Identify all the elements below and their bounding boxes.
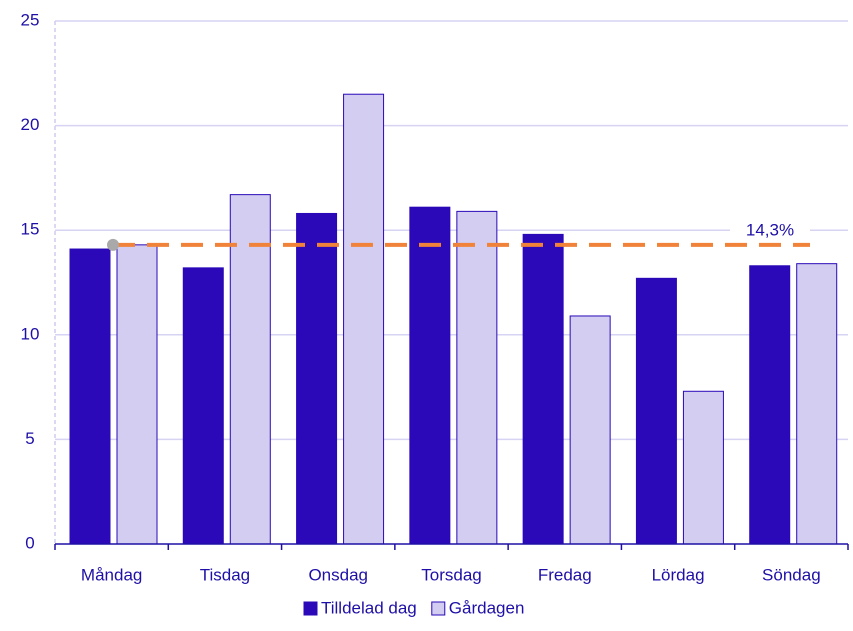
bar — [749, 265, 791, 545]
reference-marker — [107, 238, 119, 251]
legend-swatch — [303, 601, 318, 616]
bar — [682, 390, 724, 545]
reference-label-bg — [730, 220, 810, 241]
x-tick-label: Fredag — [538, 565, 592, 584]
x-tick-label: Söndag — [762, 565, 821, 584]
bar — [635, 277, 677, 545]
bar — [116, 244, 158, 545]
bar — [343, 93, 385, 545]
bar — [796, 263, 838, 545]
y-tick-label: 15 — [21, 220, 40, 239]
bar — [409, 206, 451, 545]
x-tick-label: Tisdag — [200, 565, 250, 584]
bar — [69, 248, 111, 545]
y-tick-label: 5 — [25, 429, 34, 448]
x-tick-label: Onsdag — [308, 565, 368, 584]
y-tick-label: 0 — [25, 533, 34, 552]
legend-label: Tilldelad dag — [321, 598, 417, 617]
bar — [229, 194, 271, 545]
x-tick-label: Lördag — [652, 565, 705, 584]
x-tick-label: Torsdag — [421, 565, 481, 584]
y-tick-label: 25 — [21, 10, 40, 29]
legend-swatch — [431, 601, 446, 616]
bar — [569, 315, 611, 545]
x-tick-label: Måndag — [81, 565, 142, 584]
bar — [522, 233, 564, 545]
reference-label: 14,3% — [746, 220, 794, 239]
bar — [182, 267, 224, 545]
y-tick-label: 10 — [21, 324, 40, 343]
legend-label: Gårdagen — [449, 598, 525, 617]
y-tick-label: 20 — [21, 115, 40, 134]
bar — [456, 210, 498, 545]
bar — [296, 212, 338, 545]
